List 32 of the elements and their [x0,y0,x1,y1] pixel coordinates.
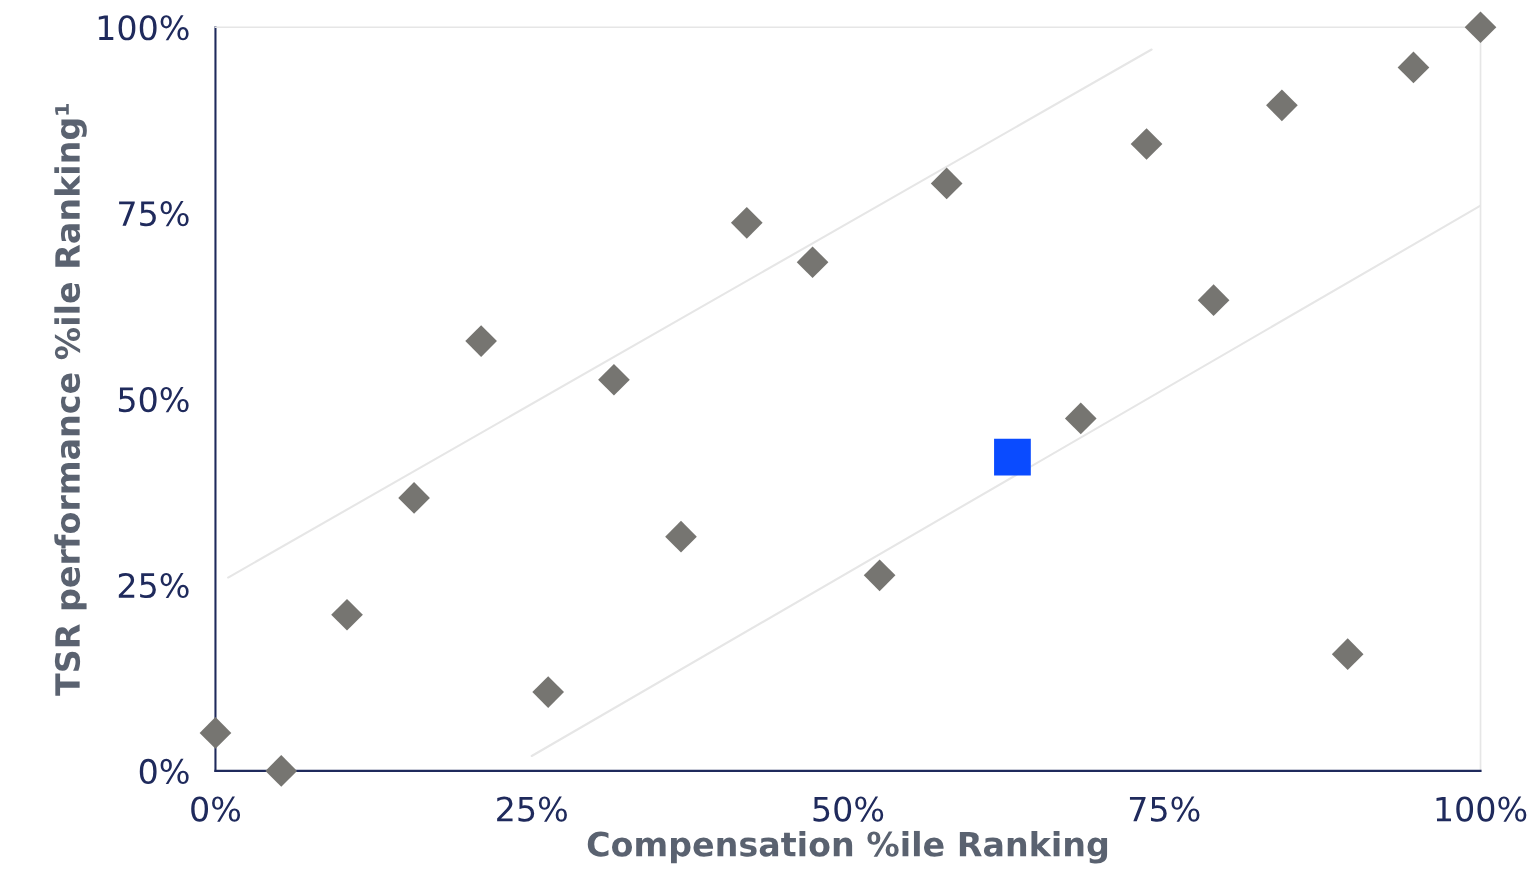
point [532,676,565,708]
x-tick-label: 0% [191,796,241,822]
y-tick-label: 100% [98,15,189,41]
x-tick-label: 75% [1129,796,1200,822]
point [465,325,497,357]
x-axis-title: Compensation %ile Ranking [587,830,1108,864]
point [930,167,963,200]
point [796,246,829,279]
x-tick-label: 100% [1436,796,1527,822]
point [665,520,697,553]
y-tick-label: 50% [118,386,189,413]
point [994,438,1031,476]
point [1064,402,1097,435]
point [1331,638,1364,670]
y-tick-label: 25% [118,572,189,599]
point [598,363,630,396]
x-tick-label: 50% [813,796,884,822]
point [863,559,896,592]
y-tick-label: 75% [119,201,189,227]
point [1197,284,1230,316]
point [199,717,232,749]
point [730,206,763,239]
point [265,755,298,787]
y-axis-title: TSR performance %ile Ranking¹ [54,104,87,696]
point [1464,11,1497,44]
x-tick-label: 25% [497,796,567,822]
point [398,482,430,514]
point [1130,128,1163,160]
point [1266,89,1298,122]
point [331,598,363,631]
y-tick-label: 0% [139,758,189,785]
point [1397,51,1430,84]
